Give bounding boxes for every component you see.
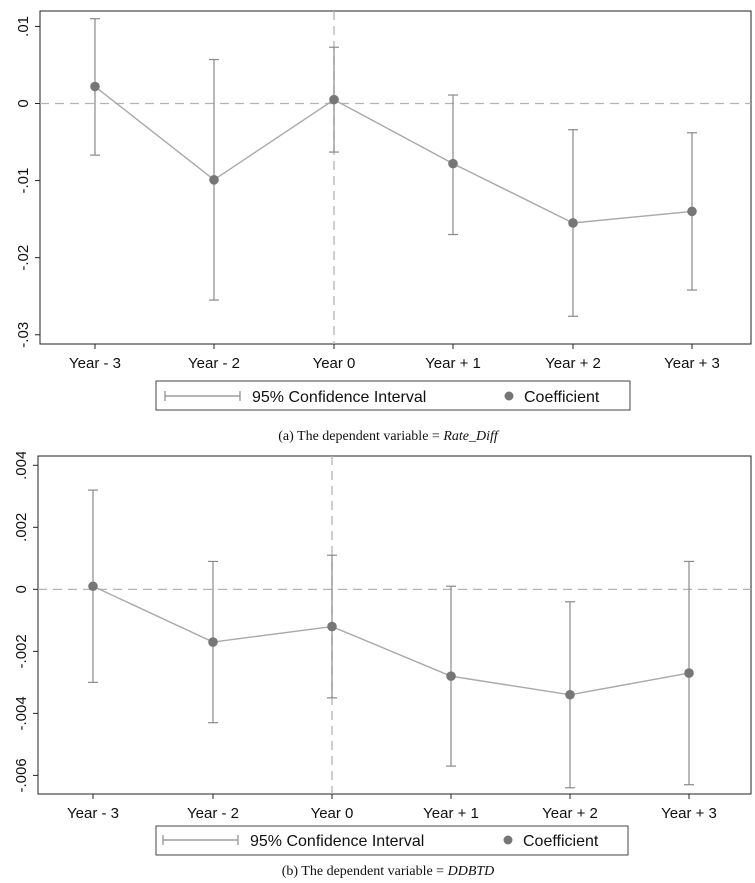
coefficient-point — [684, 668, 694, 678]
y-tick-label: -.03 — [15, 322, 32, 348]
x-tick-label: Year + 2 — [542, 805, 598, 822]
coefficient-point — [88, 581, 98, 592]
chart-panel-b: .004 .002 0 -.002 -.004 -.006 Year - 3 Year - 2… — [0, 452, 755, 883]
y-tick-label: 0 — [13, 585, 30, 593]
caption-b: (b) The dependent variable = DDBTD — [282, 864, 495, 879]
coefficient-point — [329, 94, 339, 105]
y-tick-label: .002 — [13, 513, 30, 542]
y-tick-label: .01 — [15, 16, 32, 37]
legend-point-swatch — [504, 391, 514, 401]
coefficient-line — [94, 85, 693, 224]
event-study-chart-a: .01 0 -.01 -.02 -.03 Year - 3 Year - 2 Year 0 Ye… — [15, 10, 752, 444]
legend-ci-label: 95% Confidence Interval — [250, 833, 424, 850]
y-tick-label: -.002 — [13, 634, 30, 668]
caption-a: (a) The dependent variable = Rate_Diff — [278, 429, 500, 444]
coefficient-point — [90, 81, 100, 92]
chart-marks: .004 .002 0 -.002 -.004 -.006 Year - 3 Year - 2… — [13, 452, 751, 822]
legend-point-label: Coefficient — [524, 389, 600, 406]
coefficient-point — [448, 158, 458, 169]
x-tick-label: Year - 3 — [69, 355, 121, 372]
plot-frame — [39, 10, 752, 345]
x-tick-label: Year + 3 — [664, 355, 720, 372]
legend-ci-label: 95% Confidence Interval — [252, 389, 426, 406]
x-tick-label: Year 0 — [313, 355, 356, 372]
caption-b-variable: DDBTD — [447, 864, 495, 879]
legend-point-label: Coefficient — [523, 833, 599, 850]
y-tick-label: -.006 — [13, 758, 30, 792]
x-tick-label: Year + 1 — [425, 355, 481, 372]
legend-box: 95% Confidence Interval Coefficient — [155, 825, 629, 856]
x-tick-label: Year + 1 — [423, 805, 479, 822]
legend-box: 95% Confidence Interval Coefficient — [155, 380, 631, 411]
plot-frame — [37, 455, 752, 795]
event-study-chart-b: .004 .002 0 -.002 -.004 -.006 Year - 3 Year - 2… — [13, 452, 752, 879]
x-tick-label: Year - 2 — [188, 355, 240, 372]
y-tick-label: -.004 — [13, 696, 30, 730]
x-tick-label: Year - 2 — [187, 805, 239, 822]
caption-b-prefix: (b) The dependent variable = — [282, 864, 448, 879]
x-tick-label: Year + 2 — [545, 355, 601, 372]
coefficient-point — [565, 689, 575, 700]
x-tick-label: Year - 3 — [67, 805, 119, 822]
caption-a-prefix: (a) The dependent variable = — [278, 429, 443, 444]
y-tick-label: -.02 — [15, 245, 32, 271]
coefficient-point — [327, 621, 337, 632]
y-tick-label: .004 — [13, 452, 30, 480]
y-tick-label: -.01 — [15, 168, 32, 194]
y-tick-label: 0 — [15, 99, 32, 107]
legend-point-swatch — [503, 835, 513, 845]
coefficient-point — [687, 206, 697, 217]
coefficient-point — [209, 175, 219, 185]
coefficient-line — [92, 585, 690, 696]
chart-panel-a: .01 0 -.01 -.02 -.03 Year - 3 Year - 2 Year 0 Ye… — [15, 10, 752, 444]
chart-marks: .01 0 -.01 -.02 -.03 Year - 3 Year - 2 Year 0 Ye… — [15, 11, 751, 372]
x-tick-label: Year 0 — [311, 805, 354, 822]
x-tick-label: Year + 3 — [661, 805, 717, 822]
coefficient-point — [568, 218, 578, 228]
coefficient-point — [208, 637, 218, 647]
caption-a-variable: Rate_Diff — [442, 429, 500, 444]
coefficient-point — [446, 671, 456, 681]
